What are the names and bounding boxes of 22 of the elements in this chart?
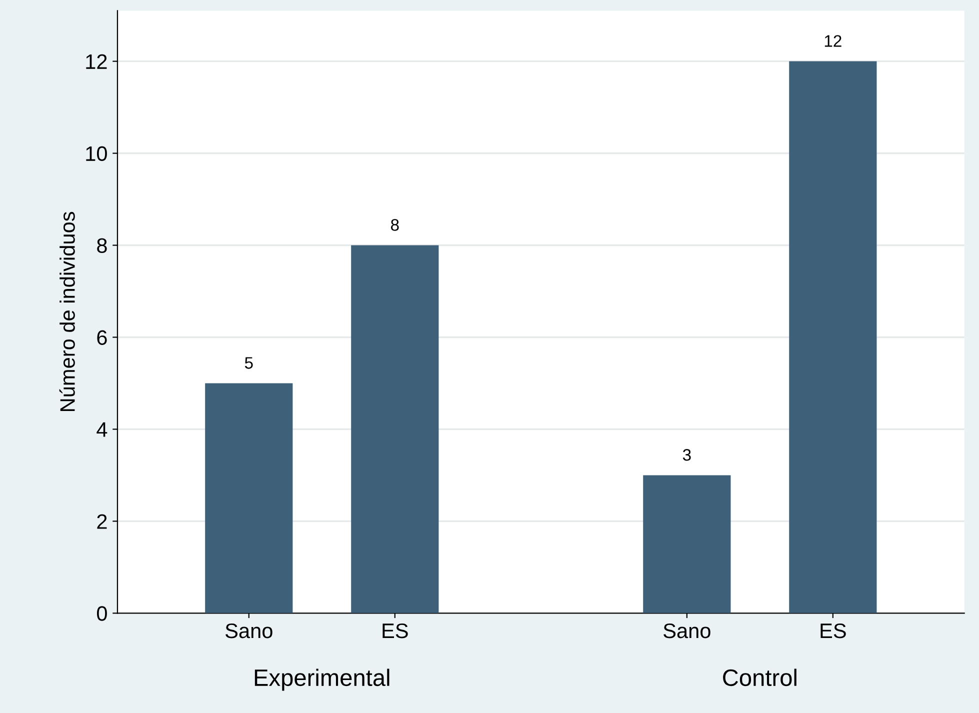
- text: Experimental: [254, 668, 390, 691]
- y-tick-label: 2: [97, 514, 107, 529]
- bar: [643, 475, 731, 614]
- y-axis-title: Número de individuos: [59, 212, 75, 411]
- x-tick-label: Sano: [664, 623, 710, 638]
- y-tick-label: 4: [96, 422, 108, 437]
- bar: [789, 61, 877, 614]
- text: Control: [723, 668, 796, 686]
- y-tick-label: 8: [97, 238, 107, 254]
- data-label: 3: [682, 449, 691, 461]
- y-tick-label: 10: [86, 146, 107, 162]
- y-tick-label: 6: [97, 330, 107, 345]
- y-tick-label: 0: [96, 606, 107, 621]
- x-tick-label: Sano: [226, 623, 272, 638]
- x-tick-label: ES: [820, 623, 846, 638]
- data-label: 8: [390, 219, 399, 231]
- y-tick-label: 12: [86, 54, 107, 69]
- data-label: 5: [244, 357, 253, 369]
- bar: [351, 245, 439, 614]
- data-label: 12: [824, 35, 842, 47]
- x-tick-label: ES: [382, 623, 408, 638]
- bar: [205, 383, 293, 614]
